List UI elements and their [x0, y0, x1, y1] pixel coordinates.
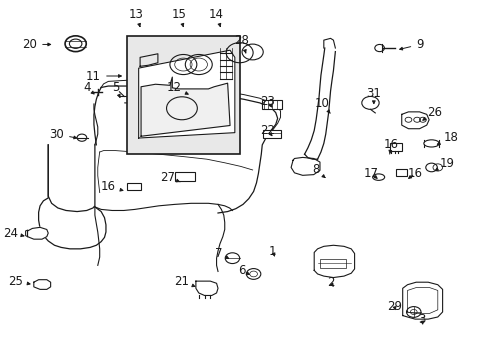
Text: 2: 2 — [326, 276, 334, 289]
Text: 16: 16 — [383, 138, 398, 154]
Bar — [319, 259, 346, 268]
Text: 30: 30 — [49, 127, 77, 141]
Text: 18: 18 — [436, 131, 458, 144]
Text: 3: 3 — [417, 312, 425, 326]
Text: 16: 16 — [407, 167, 422, 180]
Text: 21: 21 — [174, 275, 195, 288]
Text: 31: 31 — [366, 87, 381, 104]
Polygon shape — [196, 281, 218, 296]
Bar — [395, 169, 406, 176]
Text: 29: 29 — [386, 300, 401, 313]
Bar — [263, 130, 281, 138]
Text: 15: 15 — [172, 8, 186, 27]
Text: 28: 28 — [234, 34, 249, 53]
Text: 4: 4 — [83, 81, 94, 94]
Text: 14: 14 — [209, 8, 224, 27]
Text: 12: 12 — [166, 81, 188, 94]
Text: 8: 8 — [312, 163, 325, 177]
Bar — [126, 36, 239, 154]
Ellipse shape — [372, 174, 384, 180]
Bar — [262, 100, 282, 109]
Text: 23: 23 — [260, 95, 275, 108]
Polygon shape — [34, 280, 51, 289]
Ellipse shape — [423, 140, 438, 147]
Text: 5: 5 — [112, 81, 120, 97]
Polygon shape — [401, 112, 428, 129]
Text: 11: 11 — [86, 69, 121, 82]
Polygon shape — [27, 227, 48, 239]
Text: 10: 10 — [314, 98, 329, 113]
Text: 26: 26 — [422, 106, 441, 120]
Polygon shape — [402, 282, 442, 319]
Text: 1: 1 — [268, 244, 276, 257]
Text: 7: 7 — [215, 247, 228, 260]
Text: 13: 13 — [128, 8, 143, 27]
Text: 25: 25 — [8, 275, 30, 288]
Text: 22: 22 — [260, 124, 275, 137]
Text: 6: 6 — [238, 264, 249, 277]
Bar — [389, 143, 401, 150]
Text: 17: 17 — [363, 167, 378, 180]
Polygon shape — [141, 77, 229, 136]
Bar — [174, 172, 195, 181]
Polygon shape — [139, 50, 234, 138]
Text: 16: 16 — [101, 180, 122, 193]
Text: 27: 27 — [160, 171, 180, 184]
Polygon shape — [314, 245, 354, 278]
Text: 9: 9 — [399, 38, 423, 51]
Text: 20: 20 — [22, 38, 51, 51]
Text: 19: 19 — [434, 157, 453, 171]
Text: 24: 24 — [3, 226, 24, 239]
Bar — [126, 183, 141, 190]
